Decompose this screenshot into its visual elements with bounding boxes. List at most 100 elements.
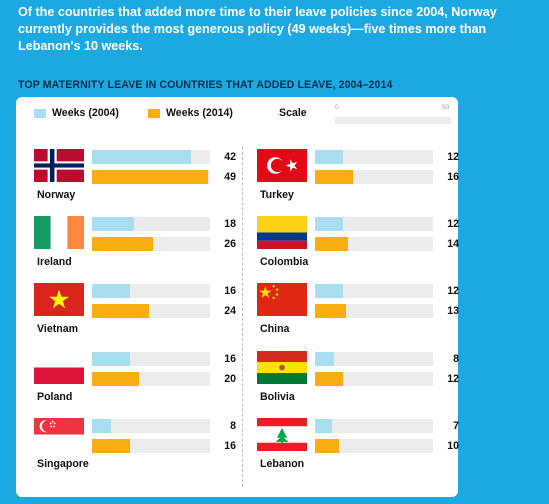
country-row-bolivia: Bolivia 8 12 [254, 349, 469, 413]
bar-track [92, 439, 210, 453]
country-label-singapore: Singapore [37, 458, 89, 470]
country-label-turkey: Turkey [260, 189, 294, 201]
bar-track [92, 237, 210, 251]
legend-2004-swatch [34, 108, 46, 118]
bar-2014-bolivia [315, 372, 344, 386]
bar-track [315, 439, 433, 453]
value-label-2004-poland: 16 [224, 353, 236, 365]
country-label-norway: Norway [37, 189, 76, 201]
country-label-poland: Poland [37, 391, 73, 403]
value-label-2014-turkey: 16 [447, 171, 459, 183]
scale-min: 0 [335, 104, 339, 111]
country-label-ireland: Ireland [37, 256, 72, 268]
value-label-2004-bolivia: 8 [453, 353, 459, 365]
bar-2014-singapore [92, 439, 130, 453]
bar-track [315, 217, 433, 231]
country-row-norway: Norway 42 49 [31, 147, 246, 211]
country-row-colombia: Colombia 12 14 [254, 214, 469, 278]
lebanon-flag [257, 418, 307, 451]
bar-2014-vietnam [92, 304, 149, 318]
country-row-ireland: Ireland 18 26 [31, 214, 246, 278]
country-row-china: China 12 13 [254, 281, 469, 345]
value-label-2014-lebanon: 10 [447, 440, 459, 452]
country-label-vietnam: Vietnam [37, 323, 79, 335]
value-label-2014-norway: 49 [224, 171, 236, 183]
legend-2014: Weeks (2014) [148, 107, 233, 119]
country-row-vietnam: Vietnam 16 24 [31, 281, 246, 345]
value-label-2014-colombia: 14 [447, 238, 459, 250]
bar-track [92, 352, 210, 366]
column-divider [242, 147, 243, 487]
country-label-bolivia: Bolivia [260, 391, 295, 403]
bar-track [315, 419, 433, 433]
bar-2004-bolivia [315, 352, 334, 366]
value-label-2004-china: 12 [447, 285, 459, 297]
bar-track [315, 284, 433, 298]
country-row-singapore: Singapore 8 16 [31, 416, 246, 480]
bar-track [315, 352, 433, 366]
bar-2004-norway [92, 150, 192, 164]
bar-2004-poland [92, 352, 130, 366]
legend-2004-label: Weeks (2004) [52, 107, 119, 119]
bar-2014-lebanon [315, 439, 339, 453]
bar-2014-poland [92, 372, 140, 386]
country-row-poland: Poland 16 20 [31, 349, 246, 413]
bar-track [315, 372, 433, 386]
bar-track [315, 170, 433, 184]
value-label-2004-turkey: 12 [447, 151, 459, 163]
poland-flag [34, 351, 84, 384]
country-label-colombia: Colombia [260, 256, 309, 268]
value-label-2004-norway: 42 [224, 151, 236, 163]
vietnam-flag [34, 283, 84, 316]
bar-2004-turkey [315, 150, 344, 164]
legend-2014-swatch [148, 108, 160, 118]
bar-track [315, 237, 433, 251]
bar-2014-turkey [315, 170, 353, 184]
country-label-lebanon: Lebanon [260, 458, 305, 470]
bar-2014-china [315, 304, 346, 318]
bar-2004-vietnam [92, 284, 130, 298]
scale-max: 50 [442, 104, 450, 111]
bar-track [92, 372, 210, 386]
bar-2014-ireland [92, 237, 154, 251]
chart-title: TOP MATERNITY LEAVE IN COUNTRIES THAT AD… [18, 79, 393, 91]
bar-track [315, 150, 433, 164]
intro-text: Of the countries that added more time to… [18, 5, 497, 53]
bar-track [92, 150, 210, 164]
scale-label: Scale [279, 107, 307, 119]
norway-flag [34, 149, 84, 182]
colombia-flag [257, 216, 307, 249]
bolivia-flag [257, 351, 307, 384]
value-label-2004-singapore: 8 [230, 420, 236, 432]
ireland-flag [34, 216, 84, 249]
bar-track [92, 419, 210, 433]
scale-track [335, 117, 451, 124]
value-label-2014-vietnam: 24 [224, 305, 236, 317]
value-label-2004-lebanon: 7 [453, 420, 459, 432]
value-label-2014-singapore: 16 [224, 440, 236, 452]
value-label-2004-ireland: 18 [224, 218, 236, 230]
value-label-2014-bolivia: 12 [447, 373, 459, 385]
bar-2004-singapore [92, 419, 111, 433]
value-label-2004-vietnam: 16 [224, 285, 236, 297]
bar-track [92, 304, 210, 318]
bar-2014-colombia [315, 237, 349, 251]
bar-2004-china [315, 284, 344, 298]
bar-2004-lebanon [315, 419, 332, 433]
country-row-turkey: Turkey 12 16 [254, 147, 469, 211]
country-label-china: China [260, 323, 290, 335]
china-flag [257, 283, 307, 316]
bar-track [92, 170, 210, 184]
bar-2004-colombia [315, 217, 344, 231]
bar-2014-norway [92, 170, 208, 184]
legend-2004: Weeks (2004) [34, 107, 119, 119]
bar-track [315, 304, 433, 318]
singapore-flag [34, 418, 84, 451]
bar-track [92, 217, 210, 231]
value-label-2014-china: 13 [447, 305, 459, 317]
value-label-2014-ireland: 26 [224, 238, 236, 250]
legend-2014-label: Weeks (2014) [166, 107, 233, 119]
bar-track [92, 284, 210, 298]
bar-2004-ireland [92, 217, 135, 231]
chart-card: Weeks (2004) Weeks (2014) Scale 0 50 Nor… [16, 97, 459, 497]
